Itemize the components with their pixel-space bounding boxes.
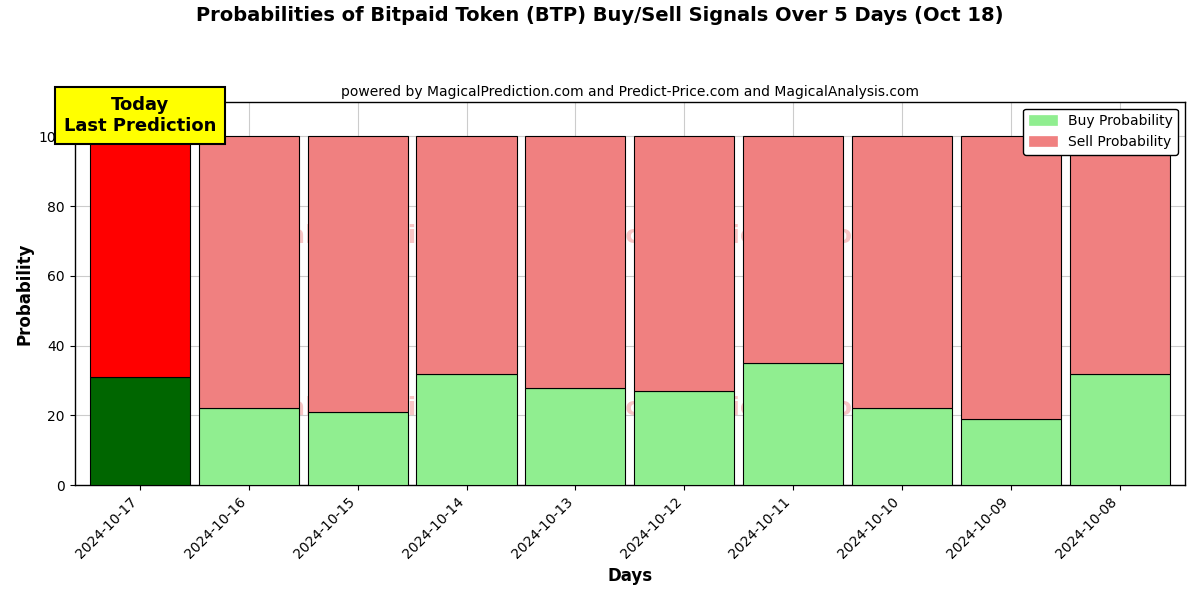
- Bar: [416, 374, 517, 485]
- Bar: [199, 136, 299, 409]
- Bar: [307, 412, 408, 485]
- Bar: [90, 377, 190, 485]
- Bar: [1069, 374, 1170, 485]
- Bar: [634, 391, 734, 485]
- Bar: [526, 136, 625, 388]
- Bar: [743, 136, 844, 363]
- Text: Today
Last Prediction: Today Last Prediction: [64, 96, 216, 135]
- Bar: [307, 136, 408, 412]
- Bar: [743, 363, 844, 485]
- Text: MagicalAnalysis.com: MagicalAnalysis.com: [205, 224, 499, 248]
- Bar: [199, 409, 299, 485]
- Bar: [1069, 136, 1170, 374]
- Title: powered by MagicalPrediction.com and Predict-Price.com and MagicalAnalysis.com: powered by MagicalPrediction.com and Pre…: [341, 85, 919, 99]
- Y-axis label: Probability: Probability: [16, 242, 34, 344]
- Bar: [961, 419, 1061, 485]
- X-axis label: Days: Days: [607, 567, 653, 585]
- Bar: [526, 388, 625, 485]
- Bar: [852, 136, 952, 409]
- Legend: Buy Probability, Sell Probability: Buy Probability, Sell Probability: [1024, 109, 1178, 155]
- Text: MagicalPrediction.com: MagicalPrediction.com: [558, 224, 880, 248]
- Bar: [961, 136, 1061, 419]
- Bar: [90, 136, 190, 377]
- Text: MagicalAnalysis.com: MagicalAnalysis.com: [205, 397, 499, 421]
- Text: Probabilities of Bitpaid Token (BTP) Buy/Sell Signals Over 5 Days (Oct 18): Probabilities of Bitpaid Token (BTP) Buy…: [197, 6, 1003, 25]
- Bar: [416, 136, 517, 374]
- Bar: [852, 409, 952, 485]
- Text: MagicalPrediction.com: MagicalPrediction.com: [558, 397, 880, 421]
- Bar: [634, 136, 734, 391]
